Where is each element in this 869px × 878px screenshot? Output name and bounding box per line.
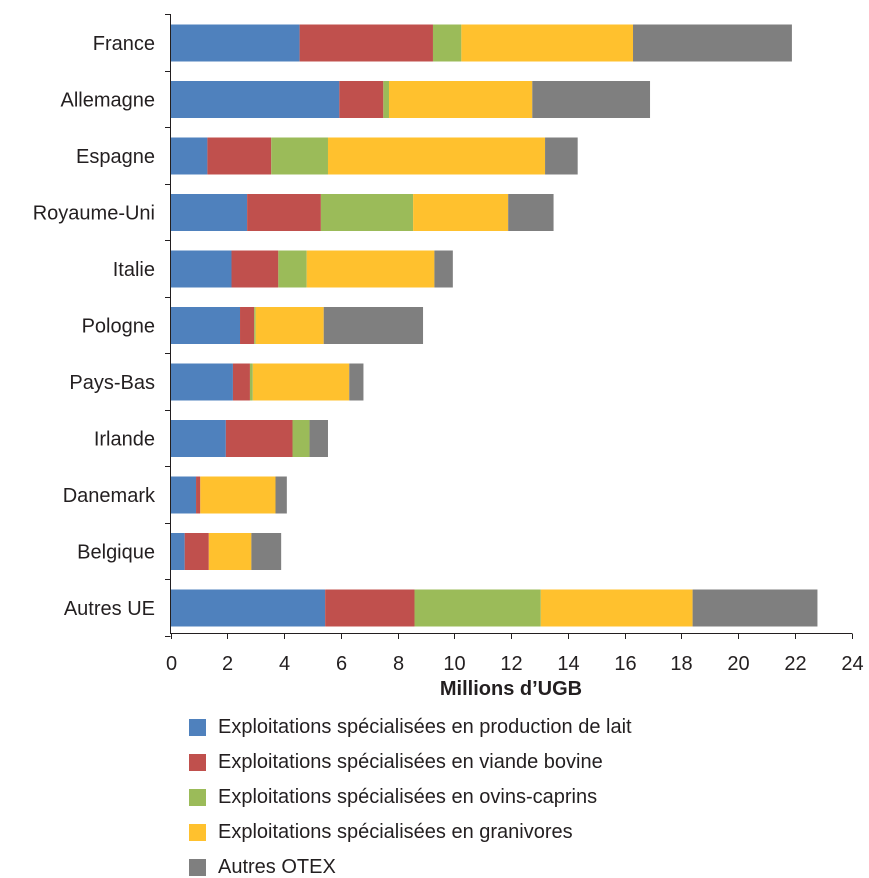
bar-segment: [434, 250, 453, 288]
bar-segment: [388, 81, 533, 118]
bar-segment: [508, 194, 554, 231]
x-tick-label: 14: [557, 653, 579, 675]
bar-segment: [170, 250, 232, 288]
y-tick-label: Italie: [113, 259, 155, 281]
legend-swatch: [189, 788, 206, 806]
y-axis-labels: France Allemagne Espagne Royaume-Uni Italie P…: [33, 33, 156, 620]
legend-swatch: [189, 753, 206, 771]
x-tick-label: 16: [614, 653, 636, 675]
x-tick-label: 8: [393, 653, 404, 675]
bar-segment: [247, 194, 321, 231]
y-tick-label: Danemark: [63, 485, 156, 507]
legend-swatch: [189, 858, 206, 876]
legend-label: Autres OTEX: [218, 856, 336, 878]
y-ticks: [165, 14, 171, 637]
bar-segment: [170, 307, 241, 344]
legend-item: Exploitations spécialisées en ovins-capr…: [189, 786, 632, 808]
bar-segment: [414, 589, 541, 627]
legend-item: Exploitations spécialisées en production…: [189, 716, 632, 738]
bars-layer: [170, 24, 818, 627]
y-tick-label: Royaume-Uni: [33, 203, 155, 225]
bar-segment: [170, 24, 300, 62]
bar-segment: [184, 533, 209, 570]
bar-segment: [225, 420, 293, 457]
x-tick-label: 2: [222, 653, 233, 675]
y-tick-label: Allemagne: [60, 90, 155, 112]
bar-segment: [278, 250, 307, 288]
bar-segment: [323, 307, 424, 344]
bar-segment: [170, 589, 326, 627]
bar-segment: [170, 420, 226, 457]
bar-segment: [309, 420, 328, 457]
bar-segment: [432, 24, 462, 62]
legend-label: Exploitations spécialisées en viande bov…: [218, 751, 603, 773]
legend: Exploitations spécialisées en production…: [189, 716, 632, 878]
bar-segment: [170, 533, 185, 570]
x-tick-label: 10: [443, 653, 465, 675]
bar-segment: [383, 81, 389, 118]
y-tick-label: Belgique: [77, 542, 155, 564]
x-tick-label: 20: [727, 653, 749, 675]
y-tick-label: Pays-Bas: [69, 372, 155, 394]
bar-segment: [692, 589, 818, 627]
bar-segment: [299, 24, 433, 62]
bar-segment: [254, 307, 256, 344]
bar-segment: [255, 307, 324, 344]
legend-swatch: [189, 823, 206, 841]
bar-segment: [275, 476, 287, 514]
bar-segment: [170, 476, 197, 514]
legend-label: Exploitations spécialisées en granivores: [218, 821, 573, 843]
bar-segment: [240, 307, 255, 344]
bar-segment: [170, 194, 248, 231]
x-ticks: [171, 633, 853, 639]
bar-segment: [339, 81, 384, 118]
bar-segment: [232, 363, 250, 401]
bar-segment: [320, 194, 414, 231]
y-tick-label: France: [93, 33, 155, 55]
bar-segment: [633, 24, 792, 62]
x-tick-label: 6: [336, 653, 347, 675]
x-tick-label: 22: [784, 653, 806, 675]
legend-item: Exploitations spécialisées en granivores: [189, 821, 632, 843]
x-axis-title: Millions d’UGB: [440, 678, 582, 700]
legend-swatch: [189, 718, 206, 736]
bar-segment: [208, 533, 252, 570]
y-tick-label: Irlande: [94, 429, 155, 451]
x-tick-label: 12: [500, 653, 522, 675]
y-tick-label: Autres UE: [64, 598, 155, 620]
bar-segment: [196, 476, 201, 514]
bar-segment: [249, 363, 253, 401]
bar-segment: [231, 250, 279, 288]
bar-segment: [532, 81, 651, 118]
bar-segment: [306, 250, 435, 288]
bar-segment: [252, 363, 350, 401]
x-tick-label: 24: [841, 653, 863, 675]
bar-segment: [325, 589, 415, 627]
bar-segment: [200, 476, 276, 514]
bar-segment: [349, 363, 364, 401]
bar-segment: [207, 137, 272, 175]
legend-label: Exploitations spécialisées en ovins-capr…: [218, 786, 598, 808]
bar-segment: [540, 589, 693, 627]
bar-segment: [413, 194, 509, 231]
x-tick-label: 18: [670, 653, 692, 675]
y-tick-label: Espagne: [76, 146, 155, 168]
x-axis-labels: 0 2 4 6 8 10 12 14 16 18 20 22 24: [166, 653, 864, 675]
legend-item: Autres OTEX: [189, 856, 632, 878]
bar-segment: [170, 137, 208, 175]
bar-segment: [170, 363, 233, 401]
bar-segment: [292, 420, 310, 457]
bar-segment: [271, 137, 328, 175]
x-tick-label: 0: [166, 653, 177, 675]
y-tick-label: Pologne: [82, 316, 155, 338]
bar-segment: [327, 137, 546, 175]
bar-segment: [251, 533, 282, 570]
x-tick-label: 4: [279, 653, 290, 675]
bar-segment: [461, 24, 634, 62]
bar-segment: [545, 137, 578, 175]
bar-segment: [170, 81, 340, 118]
legend-label: Exploitations spécialisées en production…: [218, 716, 632, 738]
legend-item: Exploitations spécialisées en viande bov…: [189, 751, 632, 773]
